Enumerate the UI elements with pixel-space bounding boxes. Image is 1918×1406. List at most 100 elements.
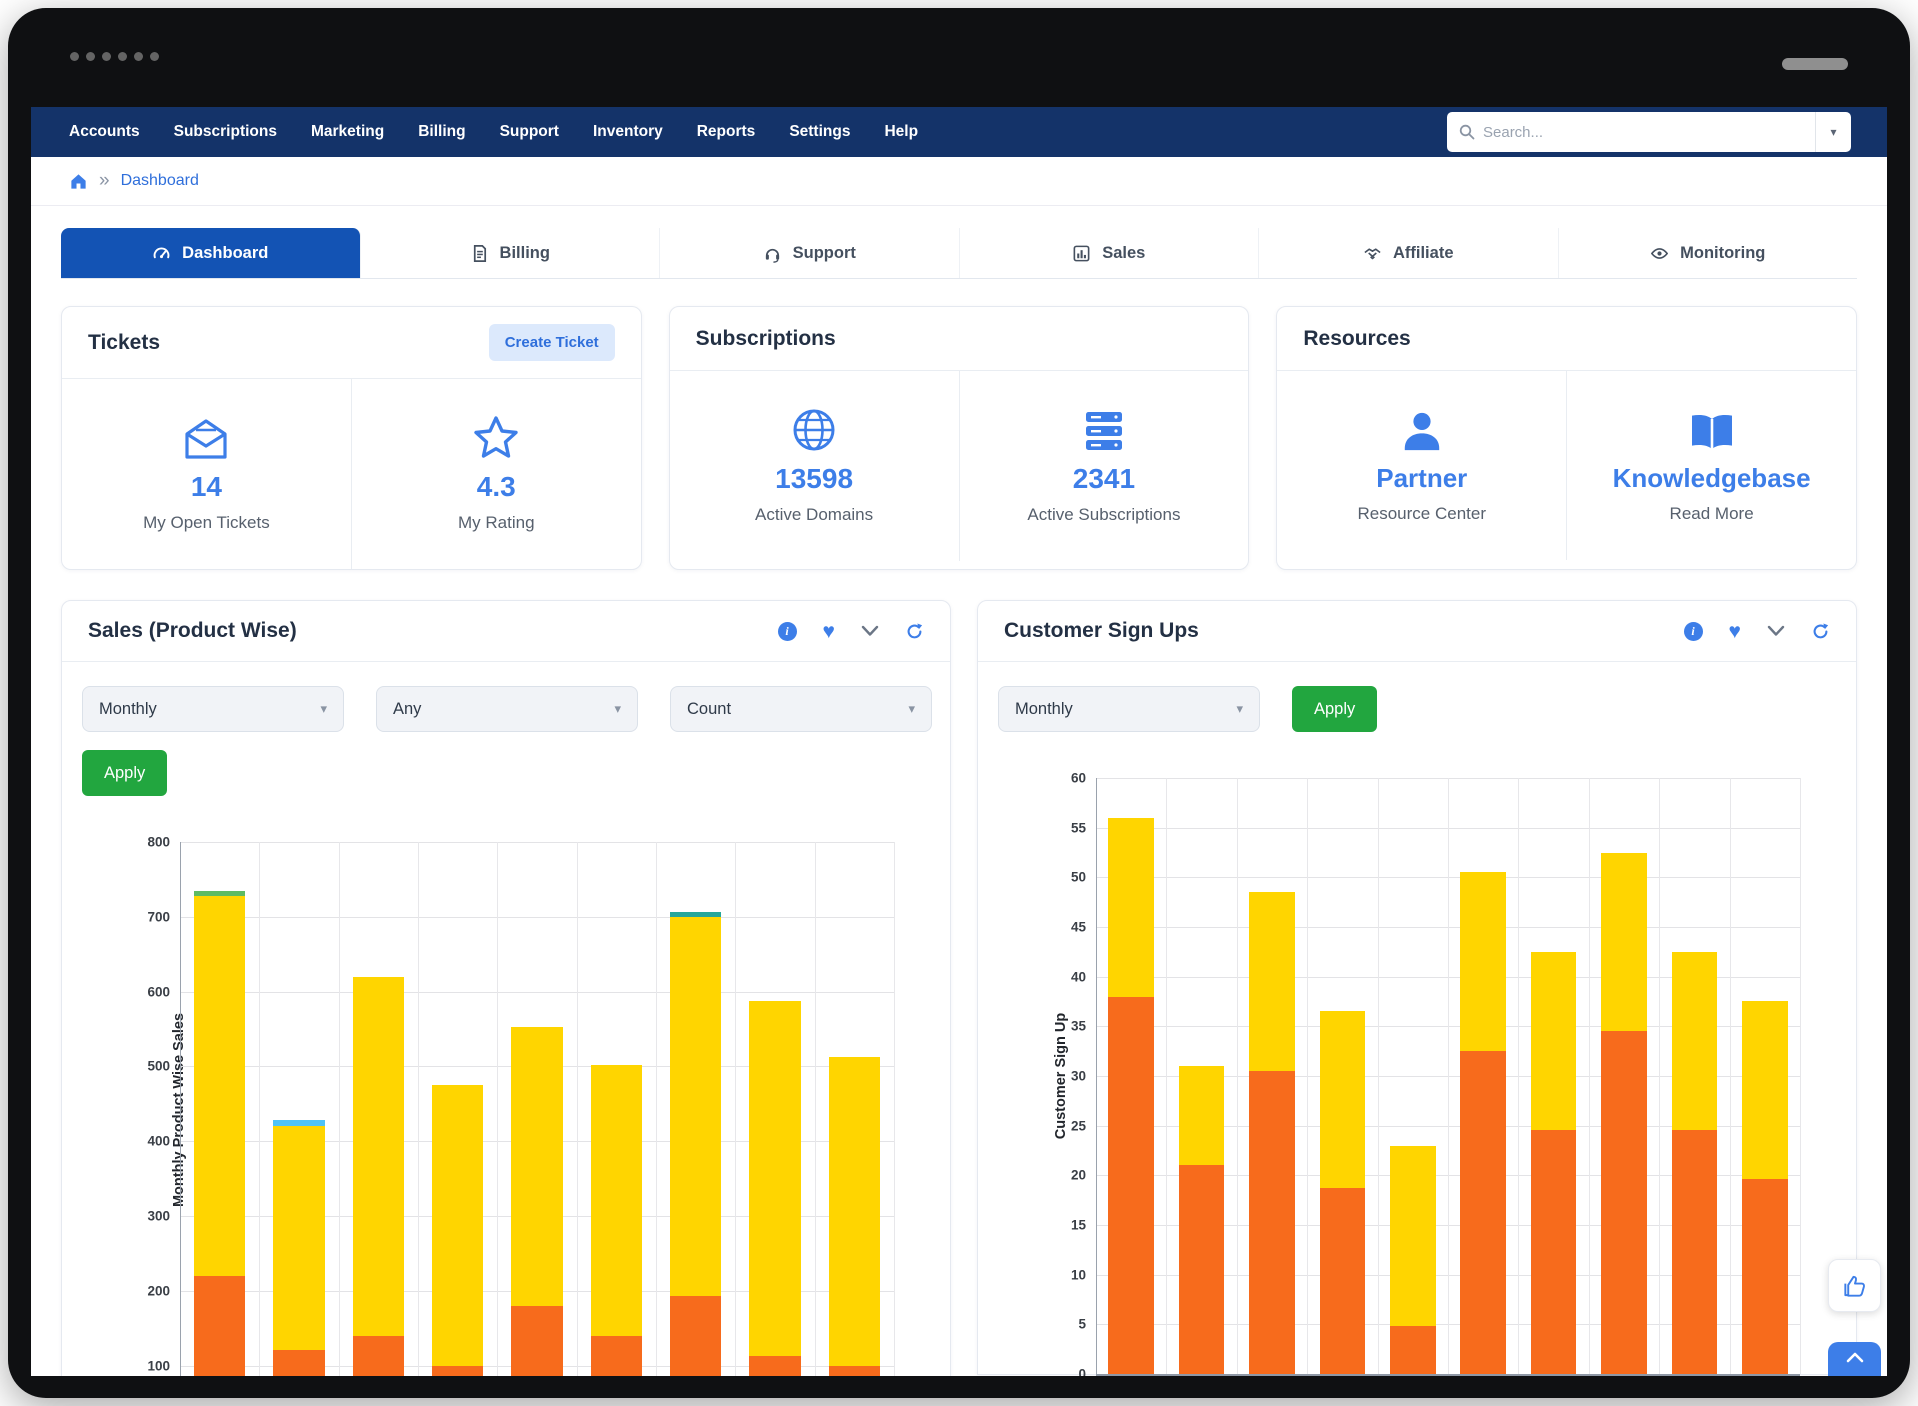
y-tick-label: 10 <box>1070 1267 1086 1283</box>
gridline <box>735 842 737 1376</box>
gridline <box>1236 778 1238 1374</box>
bar-segment <box>1389 1326 1436 1374</box>
gridline <box>180 842 181 1376</box>
sales-period-select[interactable]: Monthly ▾ <box>82 686 344 732</box>
active-subscriptions-label: Active Subscriptions <box>1027 505 1181 524</box>
signups-chart-plot: 0 5 10 15 20 25 30 35 40 45 50 55 60 <box>1071 771 1801 1376</box>
bar-segment <box>669 916 722 1297</box>
heart-icon[interactable]: ♥ <box>1728 619 1741 643</box>
tab-sales[interactable]: Sales <box>959 228 1259 278</box>
thumbs-up-icon <box>1841 1272 1868 1299</box>
knowledgebase-label: Read More <box>1669 504 1754 523</box>
nav-item-support[interactable]: Support <box>499 123 559 140</box>
refresh-icon[interactable] <box>905 622 924 641</box>
y-tick-label: 45 <box>1070 919 1086 935</box>
tab-billing[interactable]: Billing <box>360 228 660 278</box>
active-domains-label: Active Domains <box>755 505 874 524</box>
chevron-down-icon: ▾ <box>614 701 621 716</box>
open-tickets-label: My Open Tickets <box>143 513 270 532</box>
breadcrumb-current[interactable]: Dashboard <box>120 172 199 189</box>
sales-product-select[interactable]: Any ▾ <box>376 686 638 732</box>
y-tick-label: 25 <box>1070 1118 1086 1134</box>
sales-panel-icons: i ♥ <box>777 619 924 643</box>
home-icon[interactable] <box>69 172 88 191</box>
tickets-card-title: Tickets <box>88 330 160 354</box>
scroll-to-top-button[interactable] <box>1828 1342 1881 1376</box>
breadcrumb-separator: » <box>99 170 110 191</box>
tab-monitoring[interactable]: Monitoring <box>1558 228 1857 278</box>
feedback-button[interactable] <box>1828 1259 1881 1312</box>
top-navbar: Accounts Subscriptions Marketing Billing… <box>31 107 1887 157</box>
y-tick-label: 50 <box>1070 869 1086 885</box>
subscriptions-card: Subscriptions 13598 Active Domains <box>668 306 1250 570</box>
chevron-down-icon[interactable] <box>1767 625 1785 637</box>
bar-segment <box>1601 852 1647 1032</box>
sales-chart-plot: 100 200 300 400 500 600 700 800 <box>147 835 895 1376</box>
signups-panel: Customer Sign Ups i ♥ <box>977 600 1857 1376</box>
heart-icon[interactable]: ♥ <box>822 619 835 643</box>
search-input[interactable] <box>1483 123 1815 141</box>
partner-label: Resource Center <box>1357 504 1487 523</box>
gridline <box>1729 778 1731 1374</box>
knowledgebase-tile[interactable]: Knowledgebase Read More <box>1566 371 1856 560</box>
nav-item-subscriptions[interactable]: Subscriptions <box>173 123 277 140</box>
nav-item-help[interactable]: Help <box>884 123 919 140</box>
bar-segment <box>828 1056 881 1366</box>
gridline <box>576 842 578 1376</box>
sales-metric-select[interactable]: Count ▾ <box>670 686 932 732</box>
active-domains-tile[interactable]: 13598 Active Domains <box>670 371 959 561</box>
signups-apply-button[interactable]: Apply <box>1292 686 1378 732</box>
info-icon[interactable]: i <box>1683 621 1703 641</box>
sales-apply-button[interactable]: Apply <box>82 750 168 796</box>
nav-menu: Accounts Subscriptions Marketing Billing… <box>69 123 918 141</box>
sales-panel: Sales (Product Wise) i ♥ <box>61 600 951 1376</box>
bar-segment <box>1601 1031 1647 1374</box>
tab-dashboard[interactable]: Dashboard <box>61 228 361 278</box>
nav-item-marketing[interactable]: Marketing <box>310 123 385 140</box>
gridline <box>1518 778 1520 1374</box>
knowledgebase-value: Knowledgebase <box>1612 463 1811 493</box>
gridline <box>1588 778 1590 1374</box>
my-rating-tile[interactable]: 4.3 My Rating <box>350 379 641 569</box>
subscriptions-card-title: Subscriptions <box>695 326 836 350</box>
tab-affiliate[interactable]: Affiliate <box>1259 228 1559 278</box>
bar-segment <box>352 1335 405 1376</box>
nav-item-inventory[interactable]: Inventory <box>592 123 663 140</box>
bar-segment <box>1741 1000 1788 1180</box>
partner-tile[interactable]: Partner Resource Center <box>1277 371 1566 560</box>
nav-item-reports[interactable]: Reports <box>696 123 756 140</box>
nav-item-accounts[interactable]: Accounts <box>69 123 140 140</box>
stat-cards-row: Tickets Create Ticket 14 My Open Tickets <box>61 306 1858 570</box>
select-value: Monthly <box>1015 699 1073 718</box>
signups-period-select[interactable]: Monthly ▾ <box>998 686 1260 732</box>
window-dot <box>70 52 79 61</box>
nav-item-settings[interactable]: Settings <box>789 123 851 140</box>
refresh-icon[interactable] <box>1811 622 1830 641</box>
chevron-down-icon[interactable] <box>861 625 879 637</box>
search-dropdown[interactable]: ▾ <box>1815 112 1851 152</box>
signups-chart: Customer Sign Up 0 5 10 15 20 25 30 35 40 45 50 55 6… <box>1053 771 1801 1376</box>
info-icon[interactable]: i <box>777 621 797 641</box>
book-icon <box>1688 403 1736 453</box>
active-subscriptions-value: 2341 <box>1072 463 1136 494</box>
y-tick-label: 400 <box>147 1133 170 1149</box>
window-dot <box>102 52 111 61</box>
resources-card-title: Resources <box>1303 326 1411 350</box>
select-value: Monthly <box>99 699 157 718</box>
bar-segment <box>1460 872 1507 1052</box>
active-subscriptions-tile[interactable]: 2341 Active Subscriptions <box>958 371 1249 561</box>
user-icon <box>1400 403 1444 453</box>
y-tick-label: 800 <box>147 834 170 850</box>
chevron-down-icon: ▾ <box>320 701 327 716</box>
open-tickets-tile[interactable]: 14 My Open Tickets <box>62 379 351 569</box>
sales-apply-row: Apply <box>62 732 950 796</box>
bar-segment <box>511 1026 563 1306</box>
nav-item-billing[interactable]: Billing <box>418 123 466 140</box>
tab-support[interactable]: Support <box>660 228 960 278</box>
y-tick-label: 30 <box>1070 1068 1086 1084</box>
gridline <box>1166 778 1168 1374</box>
gridline <box>1659 778 1661 1374</box>
bar-segment <box>749 1000 801 1357</box>
create-ticket-button[interactable]: Create Ticket <box>488 324 615 361</box>
charts-row: Sales (Product Wise) i ♥ <box>61 600 1857 1376</box>
